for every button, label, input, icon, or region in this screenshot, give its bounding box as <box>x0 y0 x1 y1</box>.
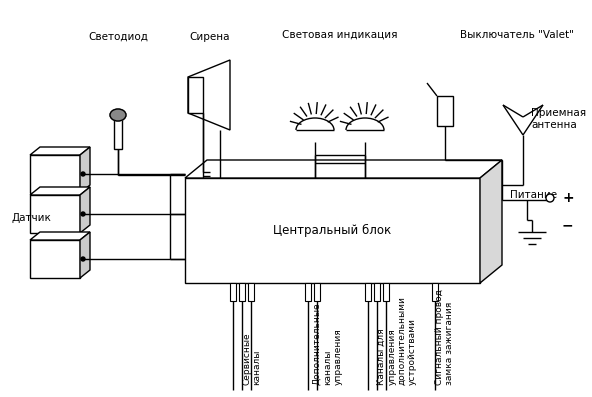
Text: Сервисные
каналы: Сервисные каналы <box>242 332 262 385</box>
Bar <box>432 283 438 301</box>
Ellipse shape <box>110 109 126 121</box>
Bar <box>305 283 311 301</box>
Bar <box>230 283 236 301</box>
Polygon shape <box>188 60 230 130</box>
Text: Каналы для
управления
дополнительными
устройствами: Каналы для управления дополнительными ус… <box>377 296 417 385</box>
Polygon shape <box>80 187 90 233</box>
Text: Дополнительные
каналы
управления: Дополнительные каналы управления <box>313 303 342 385</box>
Circle shape <box>81 257 85 261</box>
Text: Светодиод: Светодиод <box>88 32 148 42</box>
Text: Выключатель "Valet": Выключатель "Valet" <box>460 30 574 40</box>
Text: Сигнальный провод
замка зажигания: Сигнальный провод замка зажигания <box>435 289 455 385</box>
Bar <box>185 178 480 283</box>
Polygon shape <box>80 232 90 278</box>
Bar <box>374 283 380 301</box>
Bar <box>30 155 80 193</box>
Circle shape <box>81 212 85 216</box>
Polygon shape <box>30 232 90 240</box>
Circle shape <box>81 172 85 176</box>
Polygon shape <box>30 187 90 195</box>
Bar <box>30 240 80 278</box>
Bar <box>437 96 453 126</box>
Text: Питание: Питание <box>510 190 557 200</box>
Text: Сирена: Сирена <box>190 32 230 42</box>
Bar <box>365 283 371 301</box>
Bar <box>114 119 122 149</box>
Circle shape <box>546 194 554 202</box>
Polygon shape <box>80 147 90 193</box>
Text: Датчик: Датчик <box>12 213 52 223</box>
Text: Световая индикация: Световая индикация <box>282 30 398 40</box>
Bar <box>30 195 80 233</box>
Text: Приемная
антенна: Приемная антенна <box>531 108 586 129</box>
Bar <box>248 283 254 301</box>
Bar <box>239 283 245 301</box>
Text: −: − <box>562 218 574 232</box>
Bar <box>314 283 320 301</box>
Text: +: + <box>562 191 574 205</box>
Bar <box>383 283 389 301</box>
Bar <box>188 77 203 113</box>
Polygon shape <box>185 160 502 178</box>
Text: Центральный блок: Центральный блок <box>274 224 392 237</box>
Polygon shape <box>480 160 502 283</box>
Polygon shape <box>30 147 90 155</box>
